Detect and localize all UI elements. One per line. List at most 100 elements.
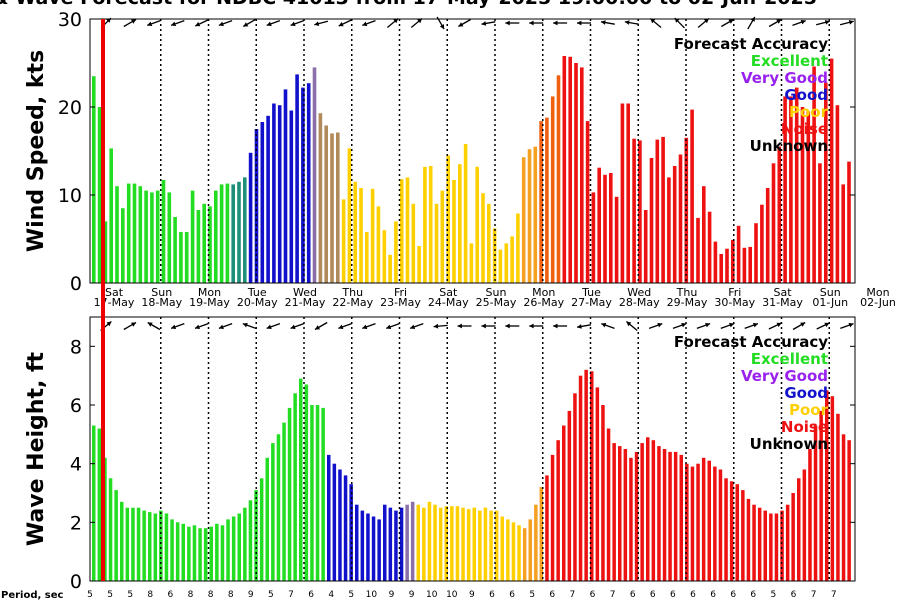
bar <box>196 210 201 283</box>
direction-arrow-icon <box>792 19 806 27</box>
legend-entry: Noise <box>781 120 828 138</box>
bar <box>164 513 169 581</box>
period-value: 8 <box>228 590 234 600</box>
bar <box>452 180 456 283</box>
period-value: 4 <box>328 590 334 600</box>
day-name-label: Tue <box>247 286 267 299</box>
direction-arrow-icon <box>266 19 281 27</box>
bar <box>190 190 195 283</box>
bar <box>283 89 288 284</box>
bar <box>672 166 677 283</box>
period-value: 10 <box>426 590 438 600</box>
period-value: 6 <box>670 590 676 600</box>
direction-arrow-icon <box>624 20 639 25</box>
period-value: 6 <box>489 590 495 600</box>
day-name-label: Thu <box>676 286 698 299</box>
day-date-label: 28-May <box>619 296 660 309</box>
bar <box>338 469 342 581</box>
period-value: 6 <box>168 590 174 600</box>
bar <box>433 504 437 581</box>
ytick-label: 30 <box>58 9 82 31</box>
bar <box>114 490 118 581</box>
legend-entry: Good <box>784 86 828 104</box>
ytick-label: 8 <box>70 336 82 358</box>
bar <box>304 384 309 581</box>
bar <box>713 241 718 283</box>
bar <box>203 528 208 581</box>
bar <box>327 454 331 581</box>
bar <box>427 501 432 581</box>
direction-arrow-icon <box>744 322 759 330</box>
day-date-label: 30-May <box>714 296 755 309</box>
bar <box>306 83 311 283</box>
period-value: 9 <box>389 590 395 600</box>
bar <box>824 82 828 284</box>
bar <box>718 469 723 581</box>
bar <box>388 254 392 283</box>
bar <box>510 236 514 283</box>
direction-arrow-icon <box>242 18 256 28</box>
direction-arrow-icon <box>146 19 161 27</box>
bar <box>209 526 213 581</box>
bar <box>120 501 124 581</box>
legend-title: Forecast Accuracy <box>674 333 828 351</box>
bar <box>690 109 694 283</box>
bar <box>383 504 387 581</box>
period-value: 8 <box>188 590 194 600</box>
period-value: 10 <box>446 590 458 600</box>
bar <box>789 96 793 284</box>
direction-arrow-icon <box>553 323 568 329</box>
bar <box>649 158 654 283</box>
bar <box>410 501 415 581</box>
bar <box>399 507 404 581</box>
bar <box>545 117 549 283</box>
ytick-label: 2 <box>70 512 82 534</box>
direction-arrow-icon <box>768 322 782 330</box>
bar <box>276 434 281 581</box>
bar <box>504 243 509 283</box>
bar <box>595 387 600 581</box>
period-value: 5 <box>268 590 274 600</box>
ytick-label: 0 <box>70 273 82 295</box>
ytick-label: 6 <box>70 395 82 417</box>
wave-height-frame <box>89 316 856 582</box>
bar <box>438 507 443 581</box>
period-value: 9 <box>248 590 254 600</box>
bar <box>651 440 656 581</box>
day-name-label: Sun <box>820 286 841 299</box>
wind-speed-yticks: 0 10 20 30 <box>58 9 855 295</box>
bar <box>678 154 683 283</box>
legend-entry: Unknown <box>750 435 828 453</box>
bar <box>366 513 370 581</box>
direction-arrow-icon <box>170 19 185 27</box>
bar <box>812 66 816 283</box>
bar <box>825 390 829 581</box>
bar <box>92 425 96 581</box>
day-name-label: Sat <box>439 286 458 299</box>
day-date-label: 26-May <box>523 296 564 309</box>
period-value: 6 <box>509 590 515 600</box>
direction-arrow-icon <box>410 18 423 28</box>
bar <box>382 230 387 283</box>
bar <box>500 516 504 581</box>
period-value: 7 <box>811 590 817 600</box>
legend-entry: Very Good <box>741 69 828 87</box>
bar <box>312 67 317 284</box>
bar <box>341 199 346 283</box>
bar <box>760 204 764 283</box>
bar <box>771 163 776 283</box>
bar <box>539 487 544 581</box>
bar <box>528 519 532 581</box>
bar <box>428 166 433 283</box>
bar <box>271 443 275 581</box>
day-date-label: 24-May <box>428 296 469 309</box>
bar <box>754 223 758 283</box>
bar <box>585 121 590 283</box>
ytick-label: 10 <box>58 185 82 207</box>
bar <box>527 149 532 283</box>
direction-arrow-icon <box>457 323 472 329</box>
period-value: 6 <box>549 590 555 600</box>
direction-arrow-icon <box>481 21 496 26</box>
day-name-label: Mon <box>198 286 221 299</box>
